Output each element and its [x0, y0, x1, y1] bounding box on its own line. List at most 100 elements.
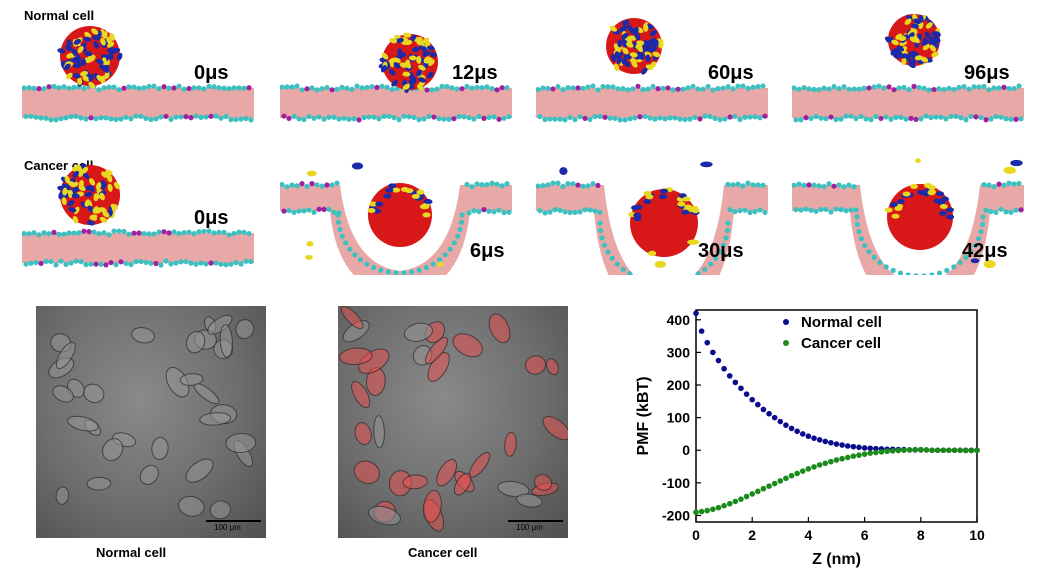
headgroup-bead	[354, 83, 360, 89]
headgroup-bead	[53, 262, 59, 268]
headgroup-bead	[284, 184, 290, 190]
cell	[534, 474, 553, 491]
headgroup-bead	[248, 117, 254, 123]
md-cancer-panel-3: 30μs	[536, 145, 768, 275]
headgroup-bead	[439, 83, 445, 89]
data-point	[923, 447, 930, 453]
headgroup-bead	[717, 249, 723, 255]
pmf-chart: 0 2 4 6 8 10 -200 -100 0 100 200 300 400 Z (nm) PMF (k…	[635, 309, 985, 568]
headgroup-bead	[335, 212, 341, 218]
headgroup-bead	[951, 264, 957, 270]
headgroup-bead	[336, 116, 342, 122]
headgroup-bead	[301, 116, 307, 123]
headgroup-bead	[496, 207, 502, 213]
headgroup-bead	[730, 182, 736, 188]
headgroup-bead	[429, 87, 435, 93]
headgroup-bead	[877, 259, 883, 266]
headgroup-bead	[148, 116, 154, 123]
x-tick-label: 6	[861, 527, 869, 543]
headgroup-bead	[545, 182, 551, 188]
headgroup-bead	[178, 259, 184, 265]
headgroup-bead	[131, 230, 137, 236]
headgroup-bead	[286, 208, 292, 214]
headgroup-bead	[938, 114, 944, 120]
headgroup-bead	[650, 83, 656, 90]
headgroup-bead	[23, 113, 29, 120]
headgroup-bead	[843, 208, 849, 214]
time-label: 0μs	[194, 207, 229, 229]
headgroup-bead	[537, 208, 543, 214]
headgroup-bead	[856, 229, 862, 235]
md-normal-panel-2: 12μs	[280, 0, 512, 130]
headgroup-bead	[296, 208, 302, 214]
data-point	[799, 468, 806, 474]
y-tick-label: -200	[662, 507, 690, 523]
headgroup-bead	[58, 258, 64, 264]
headgroup-bead	[241, 85, 247, 91]
data-point	[839, 455, 845, 462]
md-snapshot-flat-membrane	[792, 14, 1024, 123]
headgroup-bead	[153, 116, 159, 122]
data-point	[693, 310, 699, 317]
headgroup-bead	[98, 261, 104, 267]
headgroup-bead	[998, 206, 1004, 212]
cell	[55, 486, 70, 505]
headgroup-bead	[469, 184, 475, 190]
headgroup-bead	[309, 181, 315, 187]
headgroup-bead	[853, 207, 859, 213]
cell	[179, 373, 204, 386]
data-point	[693, 509, 699, 516]
headgroup-bead	[81, 85, 87, 92]
data-point	[799, 431, 806, 437]
headgroup-bead	[921, 273, 927, 275]
headgroup-bead	[401, 270, 407, 275]
cell-layer	[339, 306, 568, 532]
headgroup-bead	[605, 249, 611, 255]
y-tick-label: 200	[667, 377, 691, 393]
headgroup-bead	[740, 183, 746, 189]
headgroup-bead	[48, 258, 54, 265]
time-label: 6μs	[470, 240, 505, 262]
cell	[373, 415, 385, 449]
headgroup-bead	[921, 85, 927, 91]
headgroup-bead	[56, 231, 62, 237]
headgroup-bead	[385, 269, 391, 275]
headgroup-bead	[331, 209, 337, 215]
headgroup-bead	[289, 84, 295, 90]
legend-label: Normal cell	[801, 314, 882, 331]
headgroup-bead	[183, 258, 189, 265]
headgroup-bead	[660, 85, 666, 91]
headgroup-bead	[670, 87, 676, 93]
headgroup-bead	[635, 83, 641, 89]
headgroup-bead	[296, 116, 302, 122]
micrograph-caption-cancer: Cancer cell	[408, 545, 478, 560]
headgroup-bead	[725, 181, 731, 188]
headgroup-bead	[599, 235, 605, 241]
headgroup-bead	[411, 114, 417, 121]
headgroup-bead	[299, 181, 305, 187]
scale-bar-label: 100 μm	[214, 523, 241, 532]
headgroup-bead	[846, 86, 852, 92]
headgroup-bead	[1001, 182, 1007, 188]
headgroup-bead	[953, 113, 959, 120]
data-point	[698, 508, 705, 515]
x-tick-label: 2	[748, 527, 756, 543]
headgroup-bead	[176, 230, 182, 237]
headgroup-bead	[494, 181, 500, 187]
scale-bar	[508, 520, 563, 522]
headgroup-bead	[552, 116, 558, 122]
headgroup-bead	[335, 219, 342, 225]
headgroup-bead	[459, 212, 465, 218]
headgroup-bead	[792, 182, 797, 188]
headgroup-bead	[284, 84, 290, 90]
headgroup-bead	[577, 114, 583, 120]
membrane-core	[280, 185, 512, 275]
md-normal-panel-4: 96μs	[792, 0, 1024, 130]
headgroup-bead	[163, 113, 169, 119]
data-point	[726, 373, 733, 379]
headgroup-bead	[166, 85, 172, 91]
headgroup-bead	[61, 84, 67, 90]
md-snapshot-flat-membrane	[536, 18, 768, 123]
headgroup-bead	[88, 261, 94, 267]
headgroup-bead	[808, 115, 814, 122]
